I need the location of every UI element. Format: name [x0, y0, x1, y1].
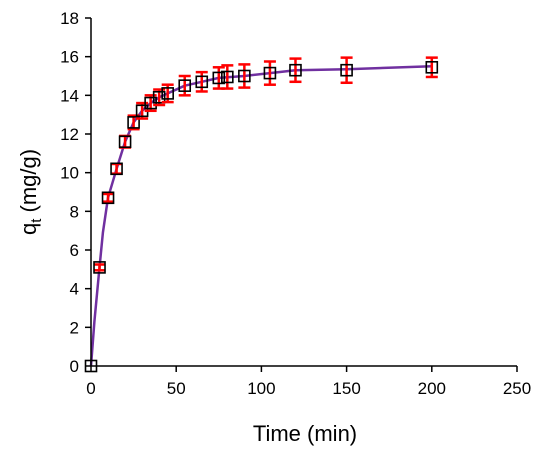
y-tick-label: 14	[60, 86, 79, 105]
data-point	[425, 56, 439, 79]
y-axis-title-sub: t	[28, 218, 45, 223]
x-axis-title: Time (min)	[253, 421, 357, 446]
square-marker	[263, 66, 277, 80]
y-tick-label: 4	[70, 280, 79, 299]
data-point	[144, 94, 157, 113]
data-point	[289, 57, 302, 84]
axes	[90, 18, 517, 367]
data-point	[161, 83, 174, 104]
square-marker	[425, 60, 439, 74]
data-point	[263, 60, 277, 86]
data-point	[178, 74, 192, 97]
data-point	[195, 70, 209, 93]
x-tick-label: 250	[503, 379, 531, 398]
y-tick-label: 10	[60, 164, 79, 183]
square-marker	[212, 71, 226, 85]
square-marker	[101, 191, 115, 205]
data-point	[93, 261, 106, 274]
y-tick-label: 0	[70, 357, 79, 376]
data-point	[152, 88, 166, 107]
data-point	[238, 63, 251, 89]
y-axis-title-unit: (mg/g)	[16, 149, 41, 219]
x-tick-label: 0	[86, 379, 95, 398]
plot-area	[84, 56, 439, 373]
y-tick-label: 12	[60, 125, 79, 144]
square-marker	[152, 90, 166, 104]
y-tick-label: 18	[60, 9, 79, 28]
ticks: 0 2 4 6 8 10 12 14 16 18 0 50 100 150 200 250	[60, 9, 531, 398]
y-tick-label: 16	[60, 48, 79, 67]
square-marker	[221, 70, 234, 84]
square-marker	[289, 63, 302, 77]
x-tick-label: 200	[418, 379, 446, 398]
square-marker	[195, 75, 209, 89]
square-marker	[127, 116, 140, 129]
fit-line	[89, 65, 432, 367]
data-point	[221, 64, 234, 90]
square-marker	[93, 261, 106, 274]
square-marker	[340, 63, 353, 77]
square-marker	[118, 135, 132, 149]
x-tick-label: 150	[332, 379, 360, 398]
x-tick-label: 50	[167, 379, 186, 398]
y-tick-label: 2	[70, 318, 79, 337]
data-point	[118, 134, 132, 149]
square-marker	[161, 87, 174, 100]
y-axis-title-main: q	[16, 223, 41, 235]
y-tick-label: 6	[70, 241, 79, 260]
data-point	[110, 162, 123, 176]
data-point	[340, 56, 353, 85]
data-point	[212, 66, 226, 90]
square-marker	[238, 69, 251, 83]
square-marker	[110, 162, 123, 176]
y-axis-title: qt (mg/g)	[16, 149, 45, 235]
x-tick-label: 100	[247, 379, 275, 398]
data-point	[101, 191, 115, 205]
square-marker	[178, 79, 192, 92]
y-tick-label: 8	[70, 202, 79, 221]
